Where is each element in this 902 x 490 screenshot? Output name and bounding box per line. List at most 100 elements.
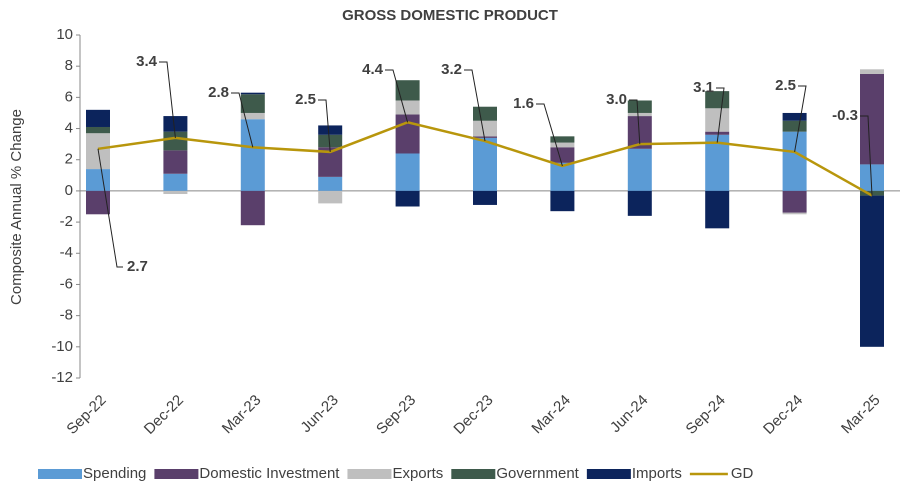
data-label: 2.8 <box>208 84 229 101</box>
data-label: -0.3 <box>832 107 858 124</box>
bar-segment <box>550 142 575 148</box>
bar-segment <box>860 73 884 165</box>
bar-segment <box>860 195 884 347</box>
bar-segment <box>318 190 343 204</box>
legend-label: Imports <box>632 465 682 482</box>
bar-segment <box>627 112 652 117</box>
bar-segment <box>86 109 110 127</box>
legend-swatch <box>586 469 631 479</box>
bar-segment <box>163 173 188 191</box>
data-label: 4.4 <box>362 61 384 78</box>
leader-line <box>97 148 123 268</box>
bar-segment <box>395 114 420 154</box>
bar-segment <box>395 80 420 101</box>
bar-segment <box>86 190 110 215</box>
legend-swatch <box>154 469 199 479</box>
bar-segment <box>163 131 188 151</box>
bar-segment <box>782 131 807 191</box>
bar-segment <box>163 150 188 174</box>
bar-segment <box>240 112 265 120</box>
y-tick-label: 6 <box>65 88 73 105</box>
bar-segment <box>473 137 497 191</box>
bar-segment <box>395 190 420 207</box>
bar-segment <box>550 136 575 143</box>
chart-title: GROSS DOMESTIC PRODUCT <box>342 7 558 24</box>
bar-segment <box>318 134 343 148</box>
bar-segment <box>705 131 730 135</box>
data-label: 1.6 <box>513 95 534 112</box>
bar-segment <box>163 116 188 132</box>
legend-label: GD <box>731 465 754 482</box>
x-tick-label: Dec-23 <box>450 392 496 438</box>
bar-segment <box>473 120 497 137</box>
bar-segment <box>627 190 652 216</box>
legend-swatch <box>451 469 496 479</box>
leader-line <box>159 61 176 138</box>
x-tick-label: Mar-25 <box>838 392 884 438</box>
bar-segment <box>782 212 807 215</box>
bar-segment <box>240 94 265 113</box>
leader-line <box>318 99 331 152</box>
y-tick-label: 10 <box>56 26 73 43</box>
bar-segment <box>318 125 343 135</box>
bar-segment <box>860 69 884 74</box>
legend-label: Spending <box>83 465 146 482</box>
bar-segment <box>240 92 265 95</box>
data-label: 2.5 <box>775 77 796 94</box>
legend-swatch <box>38 469 82 479</box>
y-tick-label: -8 <box>60 307 73 324</box>
bar-segment <box>86 169 110 191</box>
y-axis-title: Composite Annual % Change <box>8 109 25 305</box>
leader-line <box>231 92 254 148</box>
bar-segment <box>627 100 652 113</box>
x-tick-label: Jun-24 <box>607 392 651 436</box>
bar-segment <box>395 100 420 115</box>
x-tick-label: Jun-23 <box>297 392 341 436</box>
x-tick-label: Sep-24 <box>683 392 729 438</box>
y-tick-label: -2 <box>60 213 73 230</box>
x-tick-label: Dec-22 <box>141 392 187 438</box>
leader-line <box>716 87 725 143</box>
bar-segment <box>782 190 807 213</box>
data-label: 2.7 <box>127 258 148 275</box>
bar-segment <box>240 190 265 226</box>
bar-segment <box>395 153 420 191</box>
bar-segment <box>627 148 652 191</box>
bar-segment <box>473 106 497 121</box>
leader-line <box>536 103 563 167</box>
x-tick-label: Mar-24 <box>528 392 574 438</box>
data-label: 3.2 <box>441 61 462 78</box>
leader-line <box>629 99 641 145</box>
y-tick-label: -10 <box>51 338 73 355</box>
bar-segment <box>550 162 575 191</box>
bar-segment <box>705 190 730 229</box>
bar-segment <box>473 136 497 138</box>
x-tick-label: Sep-22 <box>63 392 109 438</box>
y-tick-label: 2 <box>65 151 73 168</box>
data-label: 3.4 <box>136 53 158 70</box>
legend-swatch <box>347 469 392 479</box>
x-tick-label: Sep-23 <box>373 392 419 438</box>
leader-line <box>794 85 807 153</box>
legend-label: Exports <box>392 465 443 482</box>
data-label: 3.1 <box>693 79 714 96</box>
x-tick-label: Mar-23 <box>219 392 265 438</box>
leader-line <box>464 69 486 142</box>
bar-segment <box>163 190 188 195</box>
y-tick-label: 8 <box>65 57 73 74</box>
data-label: 3.0 <box>606 91 627 108</box>
bar-segment <box>318 176 343 191</box>
bar-segment <box>550 147 575 163</box>
bar-segment <box>473 190 497 205</box>
bar-segment <box>550 190 575 212</box>
y-tick-label: -4 <box>60 244 73 261</box>
legend-label: Government <box>496 465 579 482</box>
bar-segment <box>240 119 265 191</box>
bar-segment <box>705 108 730 132</box>
legend-label: Domestic Investment <box>199 465 340 482</box>
leader-line <box>860 115 873 196</box>
bar-segment <box>86 126 110 134</box>
y-tick-label: 0 <box>65 182 73 199</box>
leader-line <box>385 69 409 123</box>
